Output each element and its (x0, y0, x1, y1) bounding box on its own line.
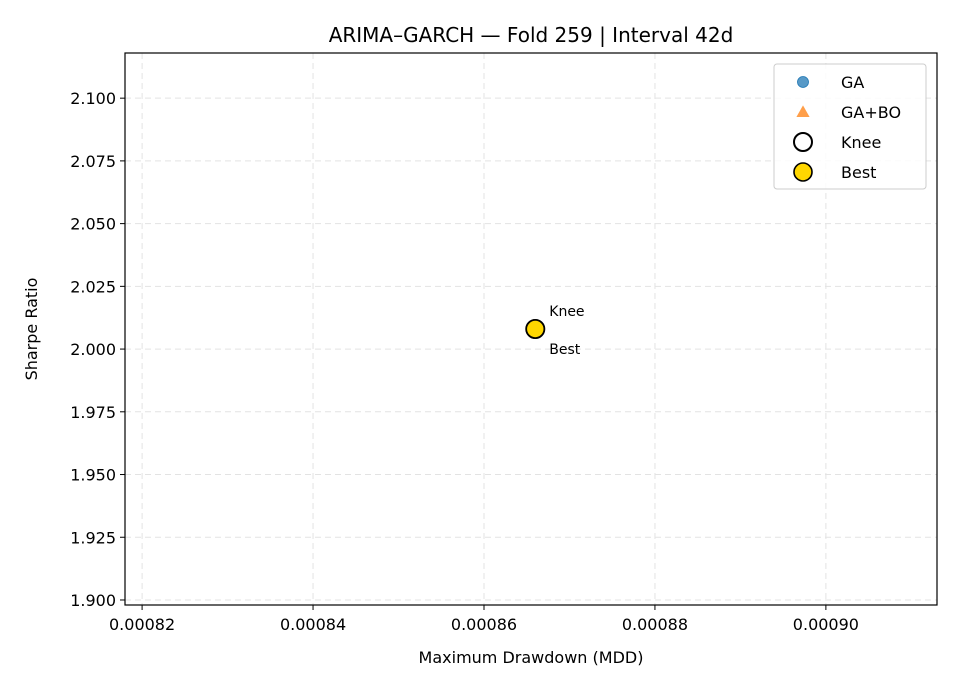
chart-title: ARIMA–GARCH — Fold 259 | Interval 42d (329, 23, 734, 47)
y-tick-label: 2.100 (70, 89, 116, 108)
x-tick-label: 0.00084 (280, 615, 346, 634)
annotation-knee: Knee (549, 304, 584, 320)
legend-marker-ga (797, 76, 809, 88)
legend-label-ga: GA (841, 73, 864, 92)
legend: GA GA+BO Knee Best (773, 63, 927, 190)
legend-marker-knee (793, 132, 813, 152)
marks-layer (525, 319, 546, 339)
y-tick-label: 1.925 (70, 528, 116, 547)
y-tick-label: 2.025 (70, 277, 116, 296)
y-tick-label: 2.050 (70, 215, 116, 234)
x-tick-label: 0.00090 (793, 615, 859, 634)
point-best (525, 319, 546, 339)
grid-layer (125, 53, 937, 605)
x-tick-label: 0.00088 (622, 615, 688, 634)
x-tick-label: 0.00082 (109, 615, 175, 634)
plot-frame (124, 52, 938, 606)
x-axis-title: Maximum Drawdown (MDD) (419, 648, 644, 667)
annotation-layer: Knee Best (549, 304, 584, 358)
legend-box (773, 63, 927, 190)
y-tick-label: 1.900 (70, 591, 116, 610)
legend-label-knee: Knee (841, 133, 881, 152)
legend-label-best: Best (841, 163, 876, 182)
legend-marker-best (793, 162, 813, 182)
legend-marker-ga-bo (796, 105, 810, 117)
y-tick-label: 2.075 (70, 152, 116, 171)
y-tick-label: 1.975 (70, 403, 116, 422)
y-tick-label: 1.950 (70, 466, 116, 485)
legend-label-ga-bo: GA+BO (841, 103, 901, 122)
y-tick-label: 2.000 (70, 340, 116, 359)
annotation-best: Best (549, 342, 581, 358)
y-axis-title: Sharpe Ratio (22, 278, 41, 381)
x-tick-label: 0.00086 (451, 615, 517, 634)
ticks-layer: 0.00082 0.00084 0.00086 0.00088 0.00090 1.900… (70, 89, 859, 634)
